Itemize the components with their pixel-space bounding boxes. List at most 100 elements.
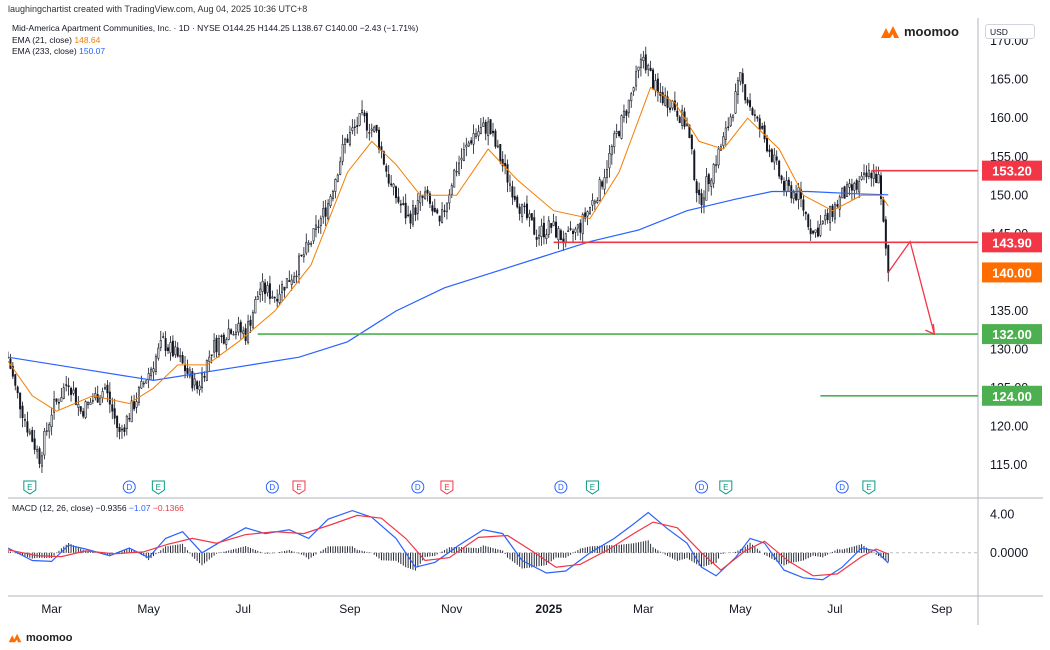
candle-body <box>843 186 846 199</box>
projection-arrow <box>887 240 935 335</box>
candle-body <box>179 355 182 358</box>
candle-body <box>525 203 528 219</box>
macd-axis-label: 0.0000 <box>990 546 1028 560</box>
candle-body <box>605 169 608 178</box>
candle-body <box>669 107 672 110</box>
candle-body <box>288 280 291 282</box>
earnings-marker <box>585 480 599 495</box>
currency-button[interactable]: USD <box>985 24 1035 39</box>
candle-body <box>465 144 468 148</box>
candle-body <box>586 211 589 217</box>
candle-body <box>773 154 776 163</box>
price-chart-svg[interactable]: 115.00120.00125.00130.00135.00140.00145.… <box>7 18 1043 625</box>
candle-body <box>620 115 623 139</box>
candle-body <box>613 133 616 148</box>
candle-body <box>489 119 492 135</box>
candle-body <box>358 113 361 126</box>
chart-frame[interactable]: 115.00120.00125.00130.00135.00140.00145.… <box>7 18 1043 625</box>
candle-body <box>542 222 545 238</box>
candle-body <box>797 187 800 200</box>
earnings-marker-label: E <box>444 483 449 492</box>
candle-body <box>555 221 558 238</box>
candle-body <box>860 175 863 180</box>
candle-body <box>154 356 157 372</box>
candle-body <box>751 108 754 115</box>
candle-body <box>763 125 766 140</box>
candle-body <box>572 230 575 234</box>
candle-body <box>108 391 111 405</box>
ema21-legend[interactable]: EMA (21, close) 148.64 <box>12 35 418 47</box>
brand-logo: moomoo <box>880 24 959 39</box>
candle-body <box>84 401 87 418</box>
candle-body <box>557 228 560 241</box>
earnings-marker-label: E <box>27 483 32 492</box>
candle-body <box>385 165 388 172</box>
candle-body <box>256 296 259 300</box>
macd-hist-value: −0.9356 <box>95 503 127 513</box>
x-tick-label: Mar <box>41 602 62 616</box>
y-tick-label: 150.00 <box>990 188 1028 202</box>
candle-body <box>504 162 507 167</box>
ema233-legend[interactable]: EMA (233, close) 150.07 <box>12 46 418 58</box>
x-tick-label: Sep <box>339 602 361 616</box>
candle-body <box>106 384 109 394</box>
candle-body <box>416 200 419 214</box>
x-tick-label: May <box>137 602 160 616</box>
candle-body <box>445 202 448 213</box>
candle-body <box>436 209 439 214</box>
candle-body <box>715 164 718 167</box>
candle-body <box>118 426 121 433</box>
candle-body <box>57 402 60 404</box>
candle-body <box>312 228 315 242</box>
candle-body <box>819 223 822 236</box>
candle-body <box>518 206 521 214</box>
macd-signal-line <box>7 514 889 577</box>
y-tick-label: 165.00 <box>990 73 1028 87</box>
candle-body <box>441 209 444 223</box>
candle-body <box>147 373 150 380</box>
candle-body <box>273 296 276 299</box>
candle-body <box>853 182 856 191</box>
candle-body <box>48 424 51 432</box>
candle-body <box>89 402 92 405</box>
candle-body <box>712 164 715 184</box>
candle-body <box>426 189 429 194</box>
y-tick-label: 115.00 <box>990 458 1027 472</box>
dividend-marker-label: D <box>415 483 421 492</box>
earnings-marker-label: E <box>866 483 871 492</box>
candle-body <box>477 131 480 137</box>
candle-body <box>824 214 827 221</box>
candle-body <box>125 415 128 429</box>
x-tick-label: Nov <box>441 602 462 616</box>
candle-body <box>264 282 267 295</box>
candle-body <box>184 364 187 372</box>
candle-body <box>569 228 572 230</box>
candle-body <box>637 66 640 71</box>
last-price-tag <box>982 262 1042 283</box>
candle-body <box>671 100 674 109</box>
candle-body <box>511 186 514 198</box>
candle-body <box>496 145 499 148</box>
candle-body <box>632 87 635 92</box>
candle-body <box>145 380 148 384</box>
candle-body <box>222 334 225 344</box>
candle-body <box>681 109 684 126</box>
candle-body <box>237 323 240 333</box>
candle-body <box>317 226 320 228</box>
candle-body <box>276 298 279 302</box>
candle-body <box>438 215 441 222</box>
candle-body <box>588 206 591 214</box>
candle-body <box>251 312 254 329</box>
earnings-marker <box>440 480 454 495</box>
candle-body <box>87 401 90 406</box>
candle-body <box>625 110 628 116</box>
candle-body <box>455 170 458 173</box>
candle-body <box>65 384 68 386</box>
candle-body <box>281 284 284 294</box>
candles-group <box>7 46 890 473</box>
candle-body <box>91 400 94 402</box>
candle-body <box>399 203 402 206</box>
candle-body <box>656 78 659 93</box>
candle-body <box>353 126 356 128</box>
candle-body <box>205 360 208 381</box>
